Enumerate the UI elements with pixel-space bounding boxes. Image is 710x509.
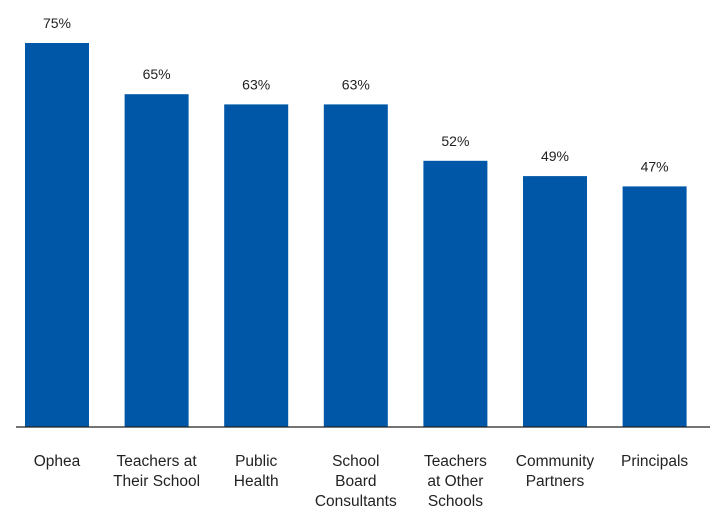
category-label-line: Partners	[526, 473, 585, 490]
data-labels-group: 75% 65% 63% 63% 52% 49% 47%	[43, 15, 669, 174]
bar-6	[622, 186, 687, 427]
category-label-line: Board	[335, 473, 376, 490]
bar-4	[423, 160, 488, 428]
category-label-6: Principals	[621, 453, 688, 470]
category-label-line: School	[332, 453, 379, 470]
category-label-line: Community	[516, 453, 595, 470]
category-label-line: Health	[234, 473, 279, 490]
category-label-line: Their School	[113, 473, 200, 490]
category-label-1: Teachers at Their School	[113, 453, 200, 490]
data-label-2: 63%	[242, 76, 270, 92]
data-label-1: 65%	[143, 66, 171, 82]
category-label-line: Public	[235, 453, 277, 470]
category-label-4: Teachers at Other Schools	[424, 453, 487, 509]
category-label-3: School Board Consultants	[315, 453, 397, 509]
category-label-0: Ophea	[34, 453, 81, 470]
category-label-line: Teachers at	[117, 453, 198, 470]
category-label-line: Schools	[428, 493, 483, 509]
category-label-5: Community Partners	[516, 453, 595, 490]
category-labels-group: Ophea Teachers at Their School Public Health…	[34, 453, 689, 509]
data-label-5: 49%	[541, 148, 569, 164]
category-label-line: Consultants	[315, 493, 397, 509]
category-label-line: Ophea	[34, 453, 81, 470]
data-label-6: 47%	[641, 158, 669, 174]
bar-0	[25, 43, 89, 427]
bars-group	[25, 43, 687, 428]
category-label-2: Public Health	[234, 453, 279, 490]
bar-1	[124, 94, 189, 427]
category-label-line: at Other	[427, 473, 483, 490]
category-label-line: Principals	[621, 453, 688, 470]
data-label-4: 52%	[441, 133, 469, 149]
data-label-0: 75%	[43, 15, 71, 31]
bar-2	[224, 104, 289, 428]
data-label-3: 63%	[342, 76, 370, 92]
bar-5	[523, 176, 587, 427]
bar-3	[323, 104, 388, 428]
category-label-line: Teachers	[424, 453, 487, 470]
